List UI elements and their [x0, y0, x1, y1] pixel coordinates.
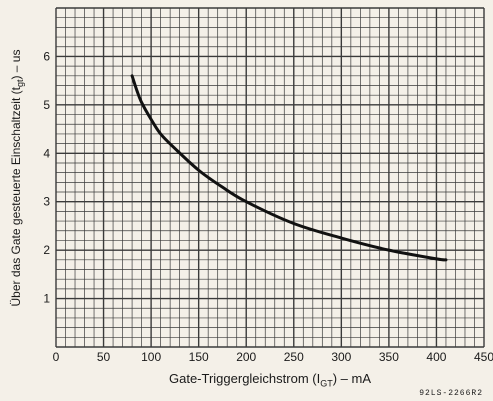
- x-tick-label: 250: [284, 350, 304, 364]
- series-line: [130, 74, 448, 262]
- y-axis-label: Über das Gate gesteuerte Einschaltzeit (…: [9, 50, 25, 307]
- y-tick-label: 5: [43, 98, 50, 112]
- y-tick-label: 3: [43, 195, 50, 209]
- x-tick-label: 200: [236, 350, 256, 364]
- y-tick-label: 1: [43, 292, 50, 306]
- x-tick-label: 350: [379, 350, 399, 364]
- grid: [55, 7, 485, 348]
- figure-code: 92LS-2266R2: [419, 389, 483, 398]
- x-tick-label: 0: [53, 350, 60, 364]
- y-tick-labels: 1 2 3 4 5 6: [43, 49, 50, 305]
- x-tick-label: 150: [189, 350, 209, 364]
- y-tick-label: 4: [43, 146, 50, 160]
- x-tick-label: 50: [97, 350, 111, 364]
- curve-layer: [130, 74, 448, 262]
- x-tick-labels: 0 50 100 150 200 250 300 350 400 450: [53, 350, 493, 364]
- x-axis-label: Gate-Triggergleichstrom (IGT) – mA: [168, 371, 372, 389]
- x-tick-label: 300: [331, 350, 351, 364]
- x-tick-label: 400: [426, 350, 446, 364]
- x-tick-label: 100: [141, 350, 161, 364]
- x-tick-label: 450: [474, 350, 493, 364]
- y-tick-label: 6: [43, 49, 50, 63]
- y-tick-label: 2: [43, 243, 50, 257]
